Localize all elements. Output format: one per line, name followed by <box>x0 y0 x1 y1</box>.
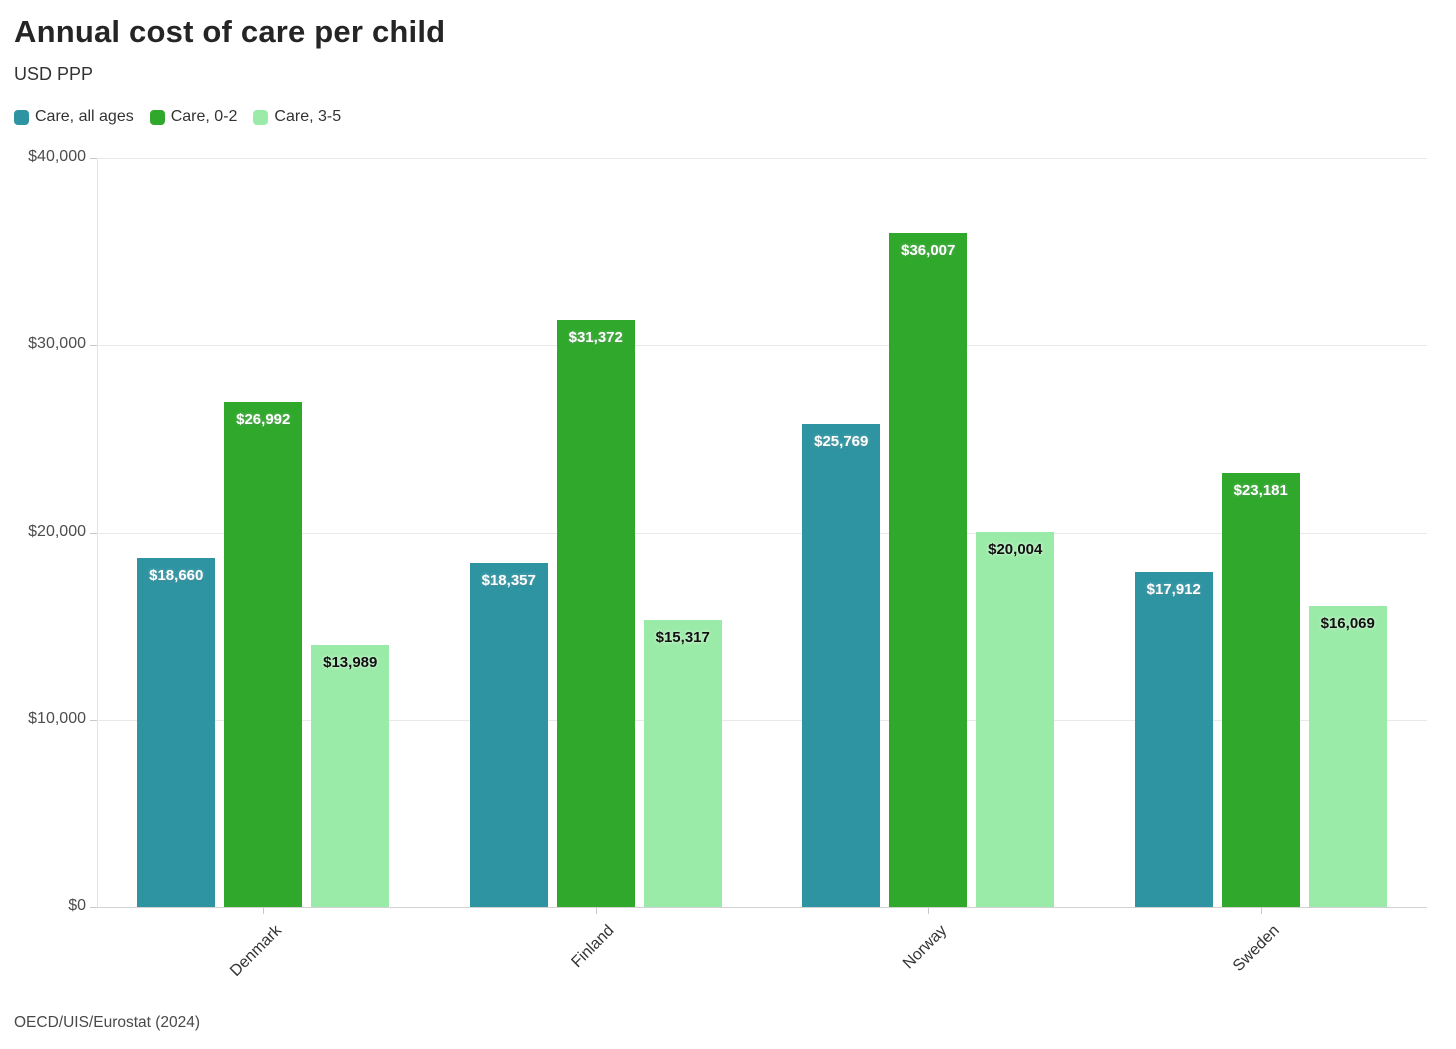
x-axis-label: Norway <box>899 922 951 973</box>
bar-care-all-ages <box>137 557 216 907</box>
bar-care-all-ages <box>469 563 548 907</box>
x-axis-tick <box>595 907 597 914</box>
bar-care-0-2 <box>889 232 968 907</box>
bar-value-label: $26,992 <box>236 410 291 428</box>
bar-value-label: $31,372 <box>568 328 623 346</box>
legend-label: Care, 3-5 <box>274 108 342 125</box>
bar-value-label: $23,181 <box>1233 481 1288 499</box>
y-axis-tick <box>90 719 97 721</box>
bar-value-label: $15,317 <box>655 629 710 647</box>
bar-value-label: $20,004 <box>988 541 1043 559</box>
bar-value-label: $17,912 <box>1146 580 1201 598</box>
bar-value-label: $16,069 <box>1320 615 1375 633</box>
legend-swatch-icon <box>253 109 269 125</box>
x-axis-label: Sweden <box>1229 922 1283 975</box>
bar-care-all-ages <box>1134 571 1213 907</box>
legend-swatch-icon <box>149 109 165 125</box>
bar-care-3-5 <box>1308 606 1387 907</box>
bar-care-0-2 <box>224 401 303 907</box>
bar-value-label: $36,007 <box>901 241 956 259</box>
source-note: OECD/UIS/Eurostat (2024) <box>14 1014 201 1031</box>
y-axis-label: $40,000 <box>28 148 86 165</box>
gridline <box>97 907 1427 908</box>
gridline <box>97 532 1427 534</box>
legend-label: Care, 0-2 <box>170 108 238 125</box>
x-axis-label: Finland <box>568 922 618 972</box>
bar-care-3-5 <box>311 645 390 907</box>
bar-care-0-2 <box>556 319 635 907</box>
legend-item: Care, 3-5 <box>253 108 341 126</box>
bar-care-3-5 <box>643 620 722 907</box>
y-axis-tick <box>90 158 97 159</box>
bar-care-3-5 <box>976 532 1055 907</box>
x-axis-tick <box>928 907 930 914</box>
y-axis-label: $10,000 <box>28 709 86 727</box>
y-axis-label: $20,000 <box>28 522 86 540</box>
y-axis-label: $0 <box>68 897 86 914</box>
bar-value-label: $18,357 <box>481 572 536 590</box>
x-axis-label: Denmark <box>227 922 286 980</box>
x-axis-tick <box>1260 907 1262 914</box>
legend-label: Care, all ages <box>35 108 134 125</box>
legend-item: Care, all ages <box>14 108 134 126</box>
gridline <box>97 158 1427 159</box>
legend-swatch-icon <box>14 109 29 125</box>
gridline <box>97 345 1427 347</box>
legend: Care, all ages Care, 0-2 Care, 3-5 <box>14 108 341 126</box>
y-axis-tick <box>90 907 97 908</box>
gridline <box>97 719 1427 721</box>
bar-care-all-ages <box>802 424 881 907</box>
y-axis-label: $30,000 <box>28 335 86 353</box>
chart-subtitle: USD PPP <box>14 64 94 84</box>
bar-value-label: $18,660 <box>149 566 204 584</box>
chart-title: Annual cost of care per child <box>14 14 446 49</box>
bar-value-label: $13,989 <box>323 654 378 672</box>
bar-value-label: $25,769 <box>814 433 869 451</box>
x-axis-tick <box>263 907 265 914</box>
y-axis-tick <box>90 345 97 347</box>
bar-care-0-2 <box>1221 472 1300 907</box>
y-axis-tick <box>90 532 97 534</box>
legend-item: Care, 0-2 <box>149 108 238 126</box>
